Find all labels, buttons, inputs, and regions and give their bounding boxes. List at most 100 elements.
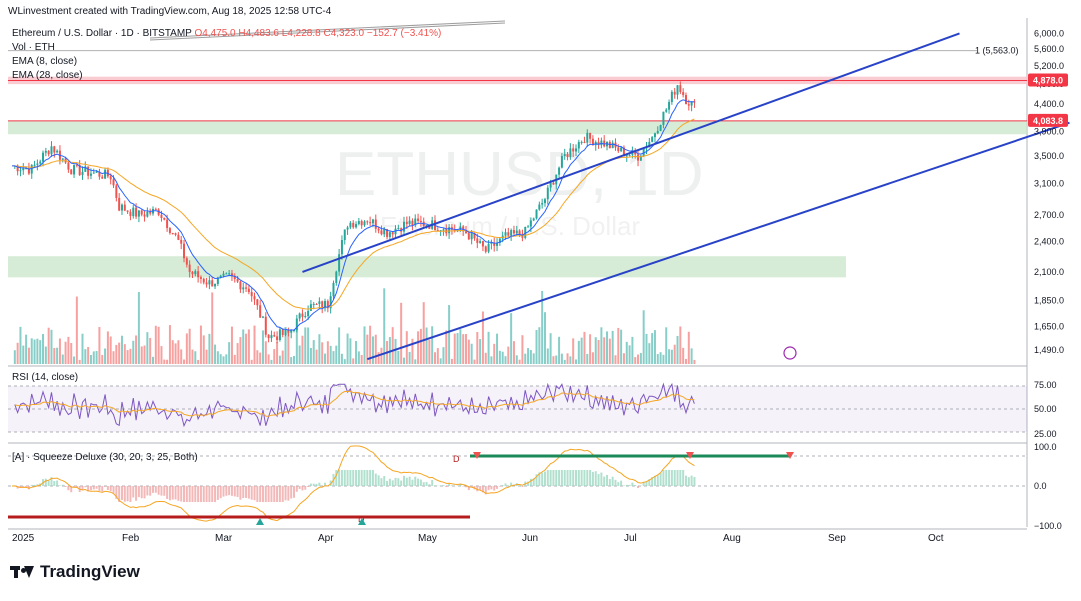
volume-bar bbox=[304, 327, 306, 364]
squeeze-hist-bar bbox=[634, 485, 636, 486]
squeeze-hist-bar bbox=[555, 470, 557, 486]
candle-body bbox=[115, 185, 117, 198]
volume-bar bbox=[101, 355, 103, 364]
volume-bar bbox=[507, 347, 509, 364]
candle-body bbox=[206, 282, 208, 284]
candle-body bbox=[485, 246, 487, 251]
candle-body bbox=[129, 212, 131, 216]
volume-bar bbox=[420, 329, 422, 364]
volume-bar bbox=[524, 354, 526, 364]
squeeze-marker-d: D bbox=[453, 454, 460, 464]
volume-bar bbox=[265, 341, 267, 364]
ohlc-h: H4,483.6 bbox=[238, 28, 279, 39]
squeeze-hist-bar bbox=[299, 486, 301, 489]
candle-body bbox=[536, 210, 538, 219]
candle-body bbox=[586, 133, 588, 143]
volume-bar bbox=[375, 335, 377, 364]
candle-body bbox=[135, 208, 137, 217]
volume-bar bbox=[459, 329, 461, 364]
squeeze-hist-bar bbox=[31, 485, 33, 486]
candle-body bbox=[183, 244, 185, 259]
volume-bar bbox=[637, 355, 639, 364]
squeeze-hist-bar bbox=[426, 482, 428, 486]
ema8-legend[interactable]: EMA (8, close) bbox=[12, 56, 77, 67]
volume-bar bbox=[567, 353, 569, 364]
symbol-name[interactable]: Ethereum / U.S. Dollar · 1D · BITSTAMP O… bbox=[12, 28, 441, 39]
squeeze-hist-bar bbox=[564, 470, 566, 486]
squeeze-hist-bar bbox=[530, 479, 532, 486]
volume-bar bbox=[290, 357, 292, 364]
squeeze-hist-bar bbox=[688, 477, 690, 486]
squeeze-hist-bar bbox=[414, 477, 416, 486]
candle-body bbox=[347, 227, 349, 229]
rsi-tick: 25.00 bbox=[1034, 429, 1057, 439]
volume-bar bbox=[657, 354, 659, 364]
volume-bar bbox=[473, 360, 475, 364]
rsi-legend[interactable]: RSI (14, close) bbox=[12, 372, 78, 383]
price-tick: 4,400.0 bbox=[1034, 99, 1064, 109]
squeeze-hist-bar bbox=[285, 486, 287, 500]
squeeze-hist-bar bbox=[245, 486, 247, 498]
candle-body bbox=[19, 170, 21, 171]
squeeze-hist-bar bbox=[22, 486, 24, 487]
time-tick: Jul bbox=[624, 533, 637, 544]
candle-body bbox=[620, 148, 622, 152]
squeeze-tick: 0.0 bbox=[1034, 481, 1047, 491]
volume-bar bbox=[87, 347, 89, 364]
squeeze-hist-bar bbox=[189, 486, 191, 502]
candle-body bbox=[279, 329, 281, 340]
volume-bar bbox=[129, 349, 131, 364]
squeeze-hist-bar bbox=[668, 470, 670, 486]
candle-body bbox=[254, 296, 256, 299]
volume-bar bbox=[34, 340, 36, 364]
volume-bar bbox=[56, 348, 58, 364]
squeeze-hist-bar bbox=[383, 476, 385, 486]
volume-bar bbox=[671, 350, 673, 364]
volume-bar bbox=[73, 357, 75, 364]
candle-body bbox=[223, 274, 225, 276]
candle-body bbox=[332, 283, 334, 296]
volume-bar bbox=[59, 339, 61, 364]
squeeze-hist-bar bbox=[90, 486, 92, 490]
squeeze-hist-bar bbox=[318, 483, 320, 486]
volume-bar bbox=[516, 355, 518, 364]
time-tick: May bbox=[418, 533, 437, 544]
candle-body bbox=[651, 137, 653, 142]
ohlc-change: −152.7 (−3.41%) bbox=[367, 28, 442, 39]
candle-body bbox=[409, 221, 411, 224]
vol-legend[interactable]: Vol · ETH bbox=[12, 42, 55, 53]
squeeze-hist-bar bbox=[180, 486, 182, 502]
squeeze-hist-bar bbox=[614, 480, 616, 486]
volume-bar bbox=[186, 333, 188, 364]
candle-body bbox=[169, 228, 171, 233]
volume-bar bbox=[237, 343, 239, 364]
volume-bar bbox=[276, 342, 278, 364]
volume-bar bbox=[428, 340, 430, 364]
volume-bar bbox=[457, 333, 459, 364]
volume-bar bbox=[194, 351, 196, 364]
volume-bar bbox=[592, 352, 594, 364]
volume-bar bbox=[144, 346, 146, 364]
candle-body bbox=[310, 304, 312, 311]
candle-body bbox=[612, 143, 614, 148]
squeeze-legend[interactable]: [A] · Squeeze Deluxe (30, 20, 3, 25, Bot… bbox=[12, 452, 198, 463]
squeeze-hist-bar bbox=[282, 486, 284, 502]
squeeze-hist-bar bbox=[254, 486, 256, 500]
candle-body bbox=[113, 179, 115, 185]
squeeze-hist-bar bbox=[307, 486, 309, 487]
candle-body bbox=[682, 92, 684, 95]
tradingview-logo[interactable]: TradingView bbox=[10, 562, 140, 582]
candle-body bbox=[242, 287, 244, 289]
volume-bar bbox=[598, 340, 600, 364]
candle-body bbox=[505, 232, 507, 235]
ema28-legend[interactable]: EMA (28, close) bbox=[12, 70, 83, 81]
squeeze-hist-bar bbox=[220, 486, 222, 498]
support-zone-0 bbox=[8, 120, 1027, 134]
squeeze-hist-bar bbox=[442, 485, 444, 486]
candle-body bbox=[141, 210, 143, 214]
volume-bar bbox=[296, 328, 298, 364]
volume-bar bbox=[146, 332, 148, 364]
candle-body bbox=[471, 233, 473, 239]
